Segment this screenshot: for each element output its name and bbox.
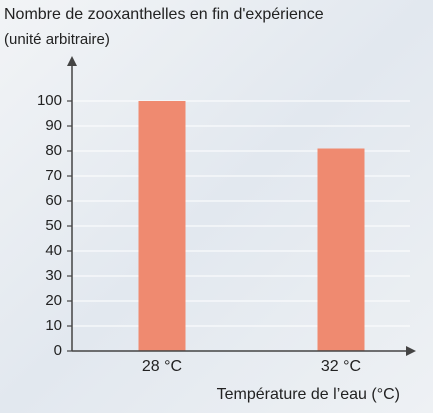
y-tick-label: 30 [45, 267, 62, 284]
y-tick-label: 50 [45, 217, 62, 234]
y-tick-label: 60 [45, 192, 62, 209]
y-tick-label: 80 [45, 142, 62, 159]
x-axis-label: Température de l’eau (°C) [217, 386, 400, 403]
bar [138, 101, 186, 351]
bar [317, 148, 365, 351]
y-tick-label: 40 [45, 242, 62, 259]
x-axis-arrow [406, 346, 416, 356]
y-tick-label: 70 [45, 167, 62, 184]
x-tick-label: 28 °C [142, 358, 182, 375]
x-tick-label: 32 °C [321, 358, 361, 375]
y-tick-label: 100 [37, 92, 62, 109]
plot-area: 0 10 20 30 40 50 60 70 80 90 100 28 °C 32 °C [37, 92, 410, 375]
y-tick-label: 90 [45, 117, 62, 134]
chart-subtitle: (unité arbitraire) [4, 31, 110, 48]
y-tick-label: 20 [45, 292, 62, 309]
y-axis-arrow [67, 56, 77, 66]
y-tick-label: 10 [45, 317, 62, 334]
y-tick-label: 0 [54, 342, 62, 359]
chart-title: Nombre de zooxanthelles en fin d'expérie… [4, 6, 324, 23]
